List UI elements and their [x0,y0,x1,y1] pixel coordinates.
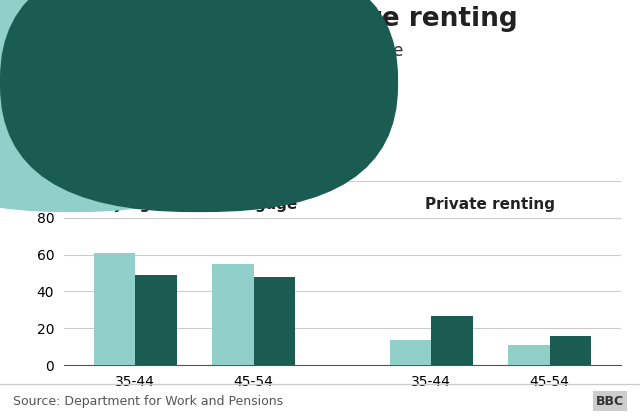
Bar [550,336,591,365]
Bar [431,315,473,365]
Text: Popularity of renting rising in middle-age: Popularity of renting rising in middle-a… [64,42,403,60]
Text: Source: Department for Work and Pensions: Source: Department for Work and Pensions [13,395,283,407]
Text: 2016-17: 2016-17 [212,75,270,89]
Bar [135,275,177,365]
Bar [390,339,431,365]
Bar [93,253,135,365]
Text: 2006-07: 2006-07 [84,75,142,89]
Bar [508,345,550,365]
Bar [253,277,295,365]
Text: Private renting: Private renting [426,197,556,212]
Text: Buying with a mortgage: Buying with a mortgage [91,197,298,212]
Text: % of households: % of households [64,111,178,125]
Text: BBC: BBC [596,395,624,407]
Text: Homeowning v private renting: Homeowning v private renting [64,6,518,32]
Bar [212,264,253,365]
